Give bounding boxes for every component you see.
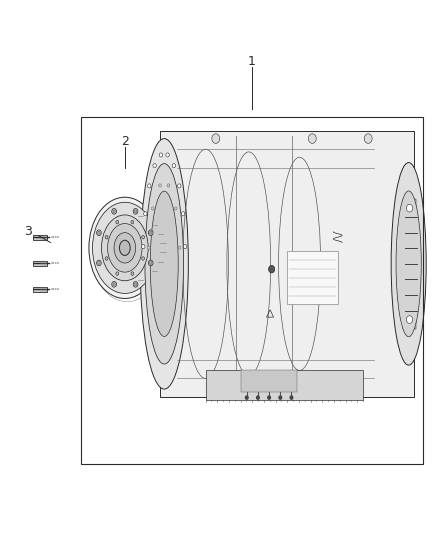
Bar (33, 287, 47, 292)
Circle shape (141, 245, 145, 248)
Circle shape (245, 396, 248, 399)
Circle shape (113, 283, 115, 286)
Text: 2: 2 (121, 135, 129, 148)
Circle shape (149, 261, 152, 264)
Circle shape (308, 134, 316, 143)
Ellipse shape (145, 164, 184, 364)
Text: xxxx: xxxx (51, 287, 60, 292)
Circle shape (97, 230, 101, 236)
Circle shape (279, 396, 282, 399)
Circle shape (116, 220, 119, 224)
Circle shape (116, 272, 119, 276)
Bar (287, 251, 338, 304)
Circle shape (144, 212, 147, 216)
Bar (33, 235, 47, 240)
Ellipse shape (396, 191, 421, 337)
Ellipse shape (102, 215, 148, 281)
Circle shape (178, 246, 181, 249)
Circle shape (148, 246, 150, 249)
Circle shape (257, 396, 259, 399)
Circle shape (148, 230, 153, 236)
Circle shape (134, 210, 137, 213)
Circle shape (98, 261, 100, 264)
Ellipse shape (154, 301, 166, 324)
Circle shape (268, 265, 275, 273)
Circle shape (406, 204, 413, 212)
Circle shape (177, 184, 181, 188)
Circle shape (141, 257, 145, 260)
Circle shape (167, 184, 170, 187)
Ellipse shape (154, 204, 166, 227)
Circle shape (181, 212, 185, 216)
Ellipse shape (140, 139, 188, 389)
Ellipse shape (114, 232, 136, 263)
Circle shape (172, 164, 176, 168)
Text: 3: 3 (25, 225, 32, 238)
Circle shape (112, 281, 117, 287)
Circle shape (153, 164, 156, 168)
Circle shape (268, 396, 270, 399)
Circle shape (105, 236, 108, 239)
Circle shape (131, 220, 134, 224)
Bar (403, 310, 416, 329)
Ellipse shape (120, 240, 130, 255)
Circle shape (113, 210, 115, 213)
Ellipse shape (150, 191, 178, 336)
Text: xxxx: xxxx (51, 261, 60, 265)
Circle shape (148, 260, 153, 266)
Circle shape (184, 245, 187, 248)
Text: 1: 1 (248, 55, 256, 68)
Text: xxxx: xxxx (51, 235, 60, 239)
Ellipse shape (89, 197, 161, 298)
Circle shape (212, 134, 220, 143)
Circle shape (133, 281, 138, 287)
Polygon shape (205, 370, 363, 400)
Circle shape (152, 207, 154, 210)
Circle shape (406, 316, 413, 324)
Circle shape (131, 272, 134, 276)
Bar (241, 370, 297, 392)
Circle shape (112, 208, 117, 214)
Circle shape (149, 231, 152, 235)
Ellipse shape (391, 163, 426, 365)
Circle shape (364, 134, 372, 143)
Circle shape (98, 231, 100, 235)
Circle shape (166, 153, 169, 157)
Circle shape (134, 283, 137, 286)
Bar (81, 117, 423, 464)
Bar (403, 199, 416, 217)
Ellipse shape (92, 202, 157, 293)
Circle shape (174, 207, 177, 210)
Circle shape (105, 257, 108, 260)
Circle shape (148, 184, 151, 188)
Circle shape (290, 396, 293, 399)
Circle shape (97, 260, 101, 266)
Bar (160, 131, 414, 397)
Bar (33, 261, 47, 266)
Circle shape (159, 153, 162, 157)
Circle shape (159, 184, 161, 187)
Circle shape (133, 208, 138, 214)
Ellipse shape (108, 223, 142, 272)
Circle shape (141, 236, 145, 239)
